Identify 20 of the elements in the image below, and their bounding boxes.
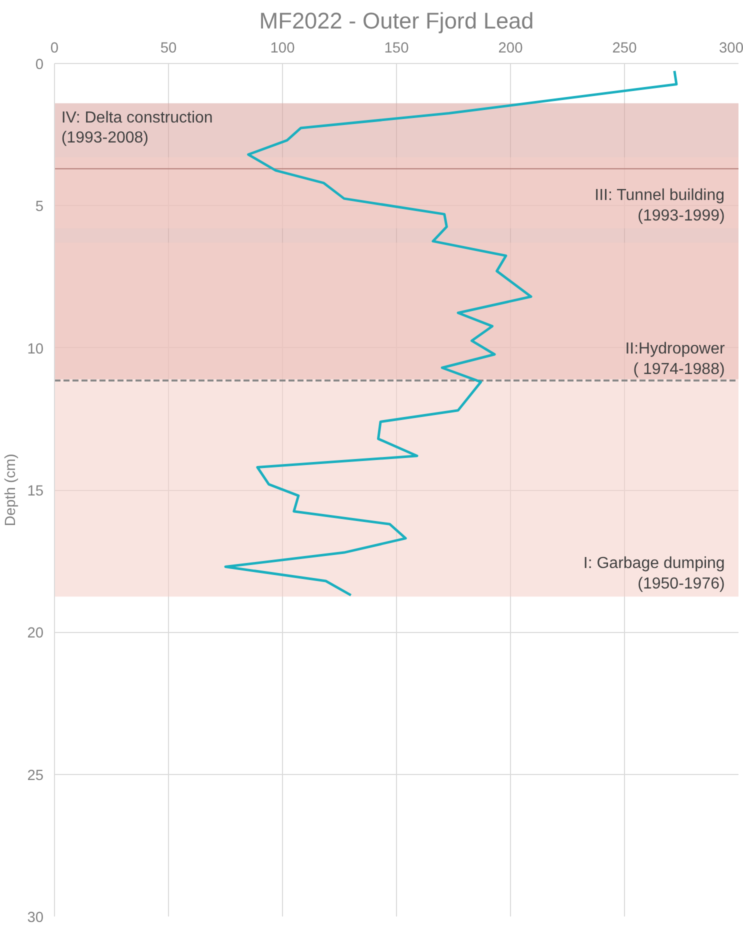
- x-tick-label: 150: [384, 40, 409, 56]
- y-tick-label: 0: [35, 57, 44, 73]
- band-label: IV: Delta construction (1993-2008): [61, 109, 213, 147]
- y-tick-label: 30: [27, 910, 44, 926]
- chart-title: MF2022 - Outer Fjord Lead: [259, 8, 534, 34]
- x-tick-label: 0: [50, 40, 59, 56]
- band-label: III: Tunnel building (1993-1999): [594, 187, 725, 224]
- y-tick-label: 25: [27, 768, 44, 784]
- x-tick-label: 200: [498, 40, 523, 56]
- x-tick-label: 50: [160, 40, 177, 56]
- x-tick-label: 100: [270, 40, 295, 56]
- x-tick-label: 300: [719, 40, 743, 56]
- band-label: II:Hydropower ( 1974-1988): [625, 340, 726, 378]
- y-axis-title: Depth (cm): [3, 454, 20, 526]
- band-label: I: Garbage dumping (1950-1976): [583, 555, 725, 593]
- x-tick-label: 250: [612, 40, 637, 56]
- y-tick-label: 20: [27, 626, 44, 642]
- y-tick-label: 5: [35, 199, 44, 216]
- y-tick-label: 10: [27, 341, 44, 358]
- y-tick-label: 15: [27, 484, 44, 500]
